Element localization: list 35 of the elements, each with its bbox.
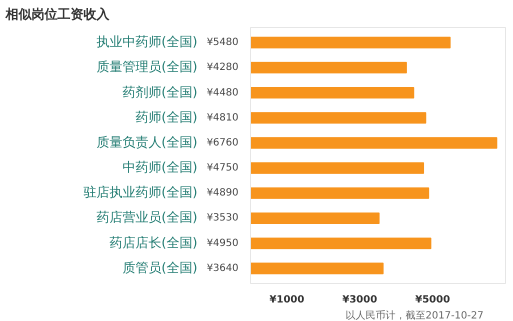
bar (250, 62, 407, 74)
bar (250, 36, 451, 48)
data-label: ¥5480 (206, 37, 238, 48)
y-tick-label: 药剂师(全国) (122, 84, 198, 100)
bar (250, 86, 414, 99)
y-tick-label: 药店营业员(全国) (96, 210, 198, 226)
bar (250, 238, 432, 250)
x-tick-label: ¥1000 (270, 294, 304, 306)
data-label: ¥4890 (206, 188, 238, 199)
y-tick-label: 药师(全国) (135, 110, 198, 126)
y-tick-label: 执业中药师(全国) (96, 35, 198, 50)
x-tick-label: ¥3000 (342, 294, 378, 306)
data-label: ¥4810 (206, 112, 238, 124)
bar (250, 187, 430, 199)
data-label: ¥4280 (206, 62, 238, 74)
data-label: ¥6760 (206, 137, 238, 148)
data-label: ¥4750 (206, 162, 238, 174)
bar (250, 212, 380, 224)
text: 相似岗位工资收入 (4, 6, 110, 22)
y-tick-label: 质量管理员(全国) (96, 60, 198, 76)
y-tick-label: 驻店执业药师(全国) (83, 184, 198, 201)
y-tick-label: 药店店长(全国) (109, 234, 198, 251)
bar (250, 112, 426, 124)
y-tick-label: 质量负责人(全国) (96, 135, 198, 150)
bar (250, 162, 424, 174)
data-label: ¥3640 (206, 262, 238, 274)
data-label: ¥3530 (206, 212, 238, 224)
data-label: ¥4950 (206, 238, 238, 249)
bar (250, 137, 498, 149)
y-tick-label: 质管员(全国) (122, 260, 198, 276)
bar (250, 262, 384, 274)
x-tick-label: ¥5000 (415, 294, 450, 306)
y-tick-label: 中药师(全国) (122, 160, 198, 176)
text: 以人民币计，截至2017-10-27 (346, 310, 484, 321)
data-label: ¥4480 (206, 87, 238, 98)
